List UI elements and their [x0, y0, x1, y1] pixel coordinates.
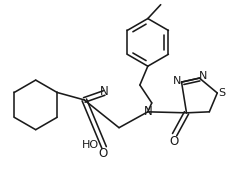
Text: N: N — [199, 71, 208, 81]
Text: HO: HO — [82, 140, 99, 150]
Text: O: O — [169, 135, 178, 148]
Text: N: N — [100, 85, 108, 98]
Text: N: N — [143, 105, 152, 118]
Text: O: O — [99, 147, 108, 160]
Text: S: S — [219, 88, 226, 98]
Text: N: N — [172, 76, 181, 86]
